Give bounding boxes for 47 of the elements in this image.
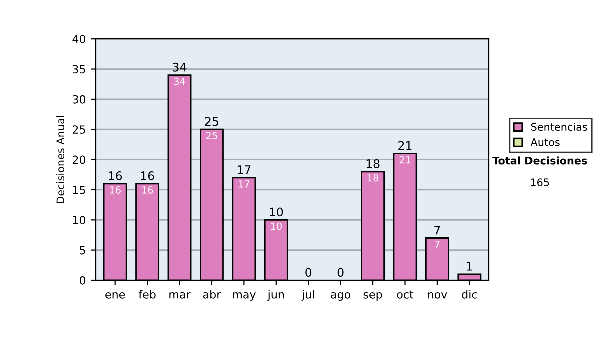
y-tick-label: 35 bbox=[72, 65, 86, 74]
y-tick-label: 25 bbox=[72, 126, 86, 134]
data-label: 18 bbox=[368, 174, 379, 182]
total-label: 16 bbox=[141, 172, 154, 180]
data-label: 10 bbox=[271, 222, 282, 230]
text: Total Decisiones bbox=[492, 156, 588, 165]
x-tick-label: mar bbox=[170, 292, 191, 299]
total-label: 0 bbox=[338, 268, 344, 278]
data-label: 17 bbox=[239, 180, 250, 188]
y-tick-label: 10 bbox=[73, 216, 86, 225]
total-label: 34 bbox=[173, 62, 187, 72]
data-label: 25 bbox=[206, 132, 218, 140]
x-tick-label: dic bbox=[462, 290, 478, 299]
y-tick-label: 40 bbox=[72, 35, 86, 44]
legend-label: Sentencias bbox=[531, 122, 588, 132]
text: 165 bbox=[531, 178, 550, 186]
data-label: 34 bbox=[174, 78, 186, 86]
total-label: 21 bbox=[398, 141, 412, 150]
x-tick-label: nov bbox=[428, 292, 448, 299]
total-label: 1 bbox=[467, 262, 472, 271]
total-label: 18 bbox=[366, 159, 380, 168]
x-tick-label: jul bbox=[302, 290, 314, 301]
total-label: 25 bbox=[205, 117, 218, 126]
x-tick-label: oct bbox=[397, 290, 414, 299]
y-tick-label: 0 bbox=[80, 276, 86, 285]
y-tick-label: 5 bbox=[80, 246, 86, 255]
y-axis-title: Decisiones Anual bbox=[56, 116, 65, 204]
data-label: 16 bbox=[142, 186, 154, 194]
y-tick-label: 15 bbox=[73, 186, 86, 194]
legend-label: Autos bbox=[530, 138, 560, 146]
x-tick-label: sep bbox=[364, 292, 382, 301]
total-label: 16 bbox=[109, 172, 122, 180]
total-label: 0 bbox=[306, 268, 312, 278]
x-tick-label: ago bbox=[331, 292, 351, 301]
x-tick-label: abr bbox=[203, 290, 222, 299]
x-tick-label: may bbox=[233, 292, 256, 301]
x-tick-label: jun bbox=[268, 290, 284, 301]
data-label: 21 bbox=[400, 156, 411, 164]
total-label: 10 bbox=[270, 208, 284, 217]
data-label: 16 bbox=[110, 186, 121, 194]
y-tick-label: 30 bbox=[72, 95, 86, 104]
y-tick-label: 20 bbox=[72, 156, 86, 164]
total-label: 17 bbox=[238, 166, 251, 174]
x-tick-label: feb bbox=[138, 290, 156, 299]
x-tick-label: ene bbox=[106, 292, 126, 299]
total-label: 7 bbox=[434, 226, 440, 235]
data-label: 7 bbox=[435, 240, 440, 248]
